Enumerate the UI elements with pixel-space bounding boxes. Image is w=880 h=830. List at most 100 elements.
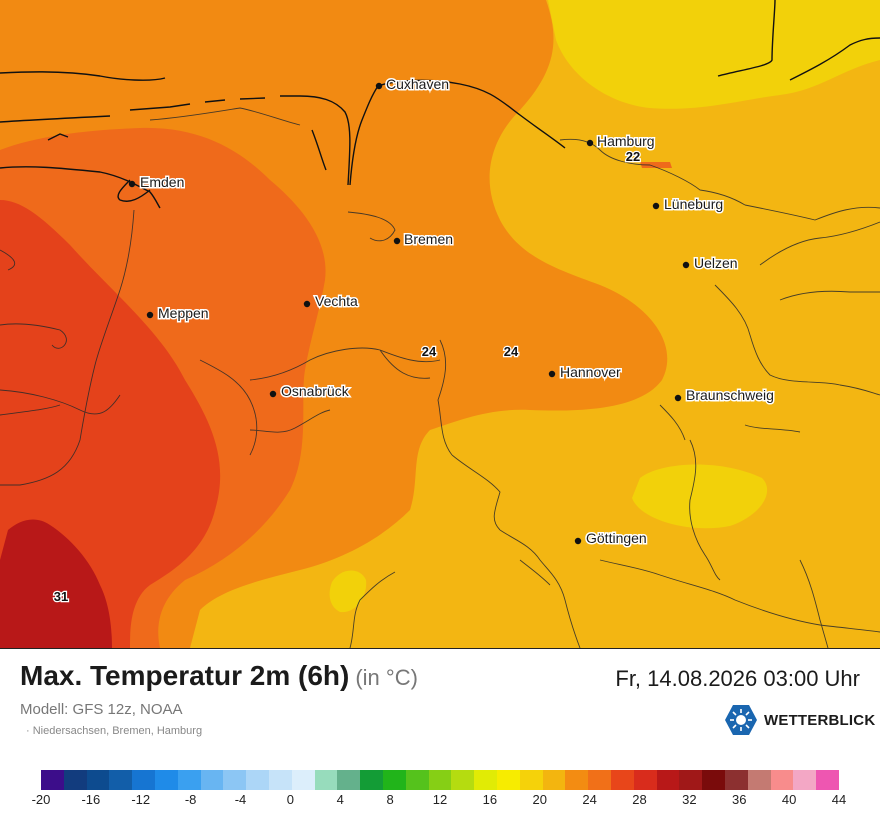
unit-label: (in °C) (355, 665, 418, 690)
map-title: Max. Temperatur 2m (6h) (in °C) (20, 660, 418, 692)
legend-tick-label: 36 (732, 792, 747, 807)
wetterblick-logo[interactable]: WETTERBLICK (724, 704, 875, 736)
temp-spot-hamburg (640, 162, 672, 168)
city-marker-dot (548, 370, 556, 378)
city-emden[interactable]: Emden (128, 173, 186, 192)
city-marker-dot (682, 261, 690, 269)
city-marker-dot (128, 180, 136, 188)
city-label: Meppen (158, 305, 209, 321)
city-label: Braunschweig (686, 387, 774, 403)
city-marker-dot (393, 237, 401, 245)
snowflake-sun-icon (725, 705, 757, 735)
city-marker-dot (146, 311, 154, 319)
city-markers: Cuxhaven Hamburg Emden Lüneburg Bremen U… (128, 75, 775, 548)
value-label: 31 (54, 589, 68, 604)
legend-swatch (223, 770, 247, 790)
color-scale-legend (41, 770, 839, 790)
legend-swatch (405, 770, 429, 790)
legend-swatch (474, 770, 497, 790)
city-marker-dot (574, 537, 582, 545)
city-label: Hannover (560, 364, 621, 380)
legend-swatch (610, 770, 634, 790)
city-cuxhaven[interactable]: Cuxhaven (375, 75, 451, 94)
city-hamburg[interactable]: Hamburg (586, 132, 656, 151)
legend-swatch (451, 770, 475, 790)
legend-tick-label: 8 (386, 792, 394, 807)
legend-swatch (41, 770, 64, 790)
city-label: Osnabrück (281, 383, 350, 399)
legend-swatch (177, 770, 201, 790)
legend-swatch (337, 770, 361, 790)
legend-swatch (428, 770, 452, 790)
legend-swatch (291, 770, 315, 790)
temp-zone-20-ne (548, 0, 880, 109)
temp-zone-30 (0, 519, 112, 648)
legend-swatch (588, 770, 611, 790)
city-label: Bremen (404, 231, 453, 247)
legend-swatch (633, 770, 657, 790)
legend-swatch (793, 770, 817, 790)
city-label: Emden (140, 174, 184, 190)
legend-tick-label: 0 (286, 792, 294, 807)
legend-tick-label: 12 (432, 792, 448, 807)
city-label: Cuxhaven (386, 76, 449, 92)
city-marker-dot (303, 300, 311, 308)
city-uelzen[interactable]: Uelzen (682, 254, 739, 273)
city-osnabrueck[interactable]: Osnabrück (269, 382, 351, 401)
border-lines (0, 107, 880, 648)
legend-swatch (724, 770, 748, 790)
legend-swatch (679, 770, 703, 790)
temperature-map: Cuxhaven Hamburg Emden Lüneburg Bremen U… (0, 0, 880, 649)
value-label: 24 (422, 344, 437, 359)
legend-swatch (747, 770, 771, 790)
legend-swatch (519, 770, 543, 790)
city-hannover[interactable]: Hannover (548, 363, 623, 382)
city-label: Vechta (315, 293, 358, 309)
city-marker-dot (375, 82, 383, 90)
city-bremen[interactable]: Bremen (393, 230, 455, 249)
legend-tick-label: -12 (131, 792, 151, 807)
color-scale-ticks: -20 -16 -12 -8 -4 0 4 8 12 16 20 24 28 32 36 40 44 (32, 792, 847, 808)
coastline (0, 0, 880, 209)
city-label: Hamburg (597, 133, 655, 149)
legend-tick-label: -20 (31, 792, 51, 807)
legend-tick-label: 20 (532, 792, 547, 807)
forecast-datetime: Fr, 14.08.2026 03:00 Uhr (615, 666, 860, 691)
legend-tick-label: 28 (632, 792, 647, 807)
legend-swatch (246, 770, 269, 790)
legend-tick-label: -16 (81, 792, 101, 807)
legend-swatch (702, 770, 725, 790)
city-marker-dot (652, 202, 660, 210)
legend-tick-label: -4 (234, 792, 247, 807)
legend-swatch (200, 770, 224, 790)
city-label: Göttingen (586, 530, 647, 546)
model-info: Modell: GFS 12z, NOAA (20, 701, 183, 718)
city-braunschweig[interactable]: Braunschweig (674, 386, 775, 405)
legend-swatch (314, 770, 338, 790)
city-label: Lüneburg (664, 196, 723, 212)
logo-text: WETTERBLICK (764, 712, 876, 729)
legend-swatch (63, 770, 87, 790)
legend-swatch (154, 770, 178, 790)
legend-tick-label: -8 (184, 792, 197, 807)
legend-tick-label: 4 (336, 792, 344, 807)
legend-swatch (268, 770, 292, 790)
city-meppen[interactable]: Meppen (146, 304, 210, 323)
legend-swatch (816, 770, 839, 790)
legend-swatch (565, 770, 589, 790)
legend-tick-label: 40 (781, 792, 797, 807)
legend-tick-label: 32 (682, 792, 697, 807)
legend-swatch (770, 770, 794, 790)
city-goettingen[interactable]: Göttingen (574, 529, 648, 548)
legend-swatch (109, 770, 133, 790)
title-text: Max. Temperatur 2m (6h) (20, 660, 350, 691)
legend-swatch (542, 770, 566, 790)
legend-tick-label: 16 (482, 792, 498, 807)
region-info: · Niedersachsen, Bremen, Hamburg (26, 725, 203, 737)
legend-swatch (656, 770, 680, 790)
city-marker-dot (586, 139, 594, 147)
city-vechta[interactable]: Vechta (303, 292, 360, 311)
legend-swatch (360, 770, 383, 790)
legend-swatch (496, 770, 520, 790)
city-lueneburg[interactable]: Lüneburg (652, 195, 725, 214)
